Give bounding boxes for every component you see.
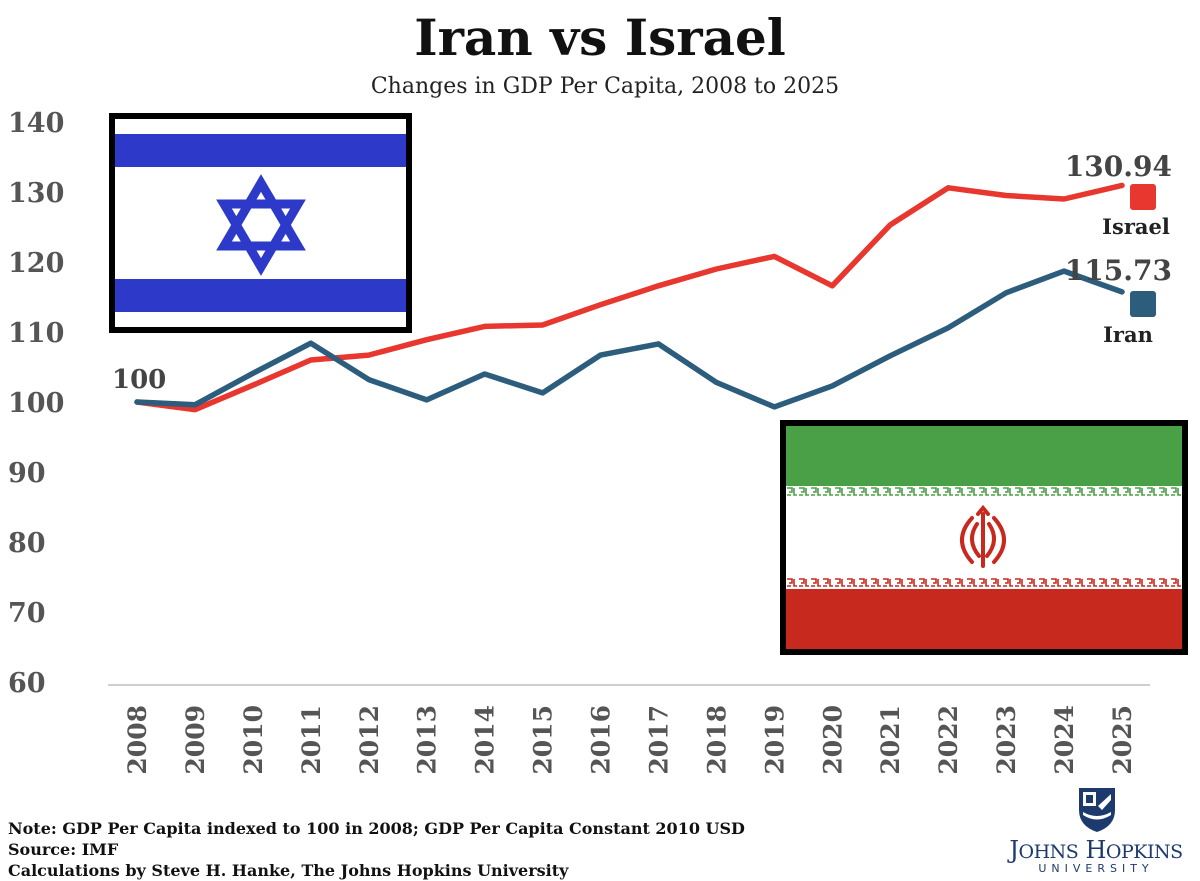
jhu-shield-icon: [1079, 788, 1115, 832]
credit-line: Calculations by Steve H. Hanke, The John…: [8, 861, 569, 880]
x-tick-label: 2015: [529, 705, 558, 775]
y-tick-label: 70: [8, 598, 46, 629]
x-tick-label: 2014: [471, 705, 500, 775]
source-line: Source: IMF: [8, 840, 119, 859]
x-tick-label: 2017: [644, 705, 673, 775]
jhu-logo: JOHNS HOPKINS UNIVERSITY: [1000, 784, 1192, 876]
x-tick-label: 2012: [355, 705, 384, 775]
y-tick-label: 140: [8, 108, 64, 139]
start-value-label: 100: [112, 365, 166, 395]
iran-flag-red-band: [786, 589, 1182, 649]
x-tick-label: 2022: [934, 705, 963, 775]
x-tick-label: 2025: [1108, 705, 1137, 775]
iran-flag-green-band: [786, 426, 1182, 486]
chart-title: Iran vs Israel: [414, 8, 786, 67]
x-tick-label: 2013: [413, 705, 442, 775]
legend-marker-iran: [1130, 291, 1156, 317]
end-value-label-iran: 115.73: [1065, 254, 1172, 287]
israel-flag-top-stripe: [115, 134, 406, 167]
x-tick-label: 2010: [239, 705, 268, 775]
x-tick-label: 2009: [181, 705, 210, 775]
end-value-label-israel: 130.94: [1065, 150, 1172, 183]
x-tick-label: 2016: [587, 705, 616, 775]
x-tick-label: 2023: [992, 705, 1021, 775]
jhu-university: UNIVERSITY: [1038, 862, 1154, 875]
chart-subtitle: Changes in GDP Per Capita, 2008 to 2025: [370, 74, 840, 99]
iran-flag: [780, 420, 1188, 655]
x-tick-label: 2021: [876, 705, 905, 775]
y-tick-label: 60: [8, 668, 46, 699]
legend-marker-israel: [1130, 184, 1156, 210]
series-name-israel: Israel: [1102, 214, 1170, 239]
x-tick-label: 2011: [297, 705, 326, 775]
line-chart: 140 130 120 110 100 90 80 70 60 2008 2009 2010 2011…: [8, 108, 1188, 775]
series-line-iran: [134, 268, 1125, 410]
x-tick-label: 2019: [760, 705, 789, 775]
iran-emblem-icon: [960, 504, 1006, 568]
iran-flag-red-kufic-border: [786, 576, 1182, 589]
y-tick-label: 100: [8, 388, 64, 419]
y-tick-label: 80: [8, 528, 46, 559]
x-axis: 2008 2009 2010 2011 2012 2013 2014 2015 2016 2017…: [123, 705, 1137, 775]
x-tick-label: 2018: [702, 705, 731, 775]
x-tick-label: 2024: [1050, 705, 1079, 775]
x-tick-label: 2008: [123, 705, 152, 775]
israel-flag-bottom-stripe: [115, 279, 406, 312]
iran-flag-green-kufic-border: [786, 486, 1182, 497]
chart-notes: Note: GDP Per Capita indexed to 100 in 2…: [8, 818, 745, 881]
note-line: Note: GDP Per Capita indexed to 100 in 2…: [8, 819, 745, 838]
series-name-iran: Iran: [1103, 322, 1153, 347]
israel-flag: [109, 113, 412, 333]
series-layer: 130.94 Israel 115.73 Iran: [134, 150, 1172, 413]
y-axis: 140 130 120 110 100 90 80 70 60: [8, 108, 64, 699]
y-tick-label: 90: [8, 458, 46, 489]
x-tick-label: 2020: [818, 705, 847, 775]
series-line-israel: [134, 182, 1125, 413]
jhu-name: JOHNS HOPKINS: [1009, 836, 1183, 864]
y-tick-label: 110: [8, 318, 64, 349]
star-of-david-icon: [216, 174, 306, 276]
y-tick-label: 120: [8, 248, 64, 279]
y-tick-label: 130: [8, 178, 64, 209]
